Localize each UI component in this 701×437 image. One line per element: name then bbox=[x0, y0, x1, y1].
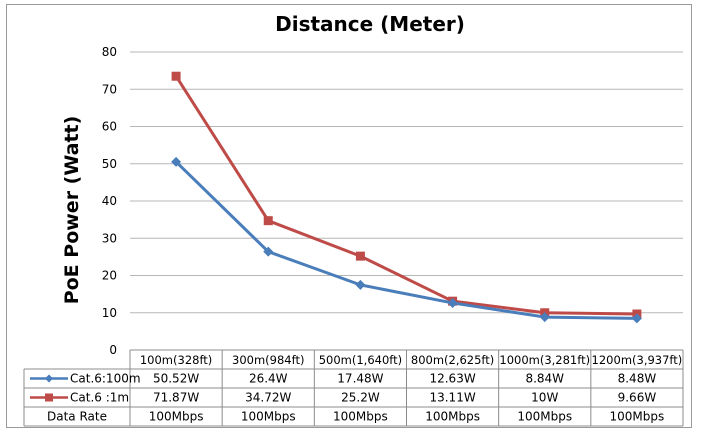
chart-frame bbox=[6, 4, 692, 428]
table-cell-value: 100Mbps bbox=[610, 410, 665, 424]
data-point bbox=[355, 279, 366, 290]
y-axis-label: PoE Power (Watt) bbox=[61, 116, 83, 305]
y-tick-label: 60 bbox=[102, 120, 117, 134]
table-cell-value: 25.2W bbox=[341, 391, 380, 405]
table-cell-value: 13.11W bbox=[429, 391, 475, 405]
table-cell-value: 34.72W bbox=[245, 391, 291, 405]
table-cell-value: 100Mbps bbox=[425, 410, 480, 424]
legend-series-name: Cat.6 :1m bbox=[70, 391, 129, 405]
table-cell-value: 8.48W bbox=[618, 372, 657, 386]
chart-title: Distance (Meter) bbox=[275, 12, 465, 36]
data-point bbox=[447, 297, 458, 308]
table-cell-value: 50.52W bbox=[153, 372, 199, 386]
x-category-label: 300m(984ft) bbox=[232, 353, 304, 367]
y-tick-label: 10 bbox=[102, 306, 117, 320]
table-cell-value: 100Mbps bbox=[149, 410, 204, 424]
table-cell-value: 9.66W bbox=[618, 391, 657, 405]
x-category-label: 800m(2,625ft) bbox=[411, 353, 494, 367]
table-cell-value: 10W bbox=[531, 391, 558, 405]
y-tick-label: 0 bbox=[109, 343, 117, 357]
data-point bbox=[263, 216, 273, 226]
x-category-label: 100m(328ft) bbox=[140, 353, 212, 367]
y-tick-labels: 0 10 20 30 40 50 60 70 80 bbox=[102, 45, 117, 357]
data-point bbox=[171, 71, 181, 81]
y-tick-label: 30 bbox=[102, 231, 117, 245]
data-point bbox=[171, 156, 182, 167]
legend-key-marker bbox=[45, 393, 53, 402]
table-row-name: Data Rate bbox=[47, 410, 107, 424]
legend-key-marker bbox=[45, 374, 53, 383]
data-table: 100m(328ft) 300m(984ft) 500m(1,640ft) 800m(… bbox=[23, 349, 684, 427]
x-category-label: 1200m(3,937ft) bbox=[592, 353, 683, 367]
legend-series-name: Cat.6:100m bbox=[70, 372, 141, 386]
x-category-label: 500m(1,640ft) bbox=[319, 353, 402, 367]
y-tick-label: 70 bbox=[102, 82, 117, 96]
y-tick-label: 40 bbox=[102, 194, 117, 208]
data-point bbox=[539, 312, 550, 323]
table-cell-value: 12.63W bbox=[429, 372, 475, 386]
table-cell-value: 71.87W bbox=[153, 391, 199, 405]
series-line bbox=[175, 160, 637, 320]
table-cell-value: 100Mbps bbox=[517, 410, 572, 424]
table-cell-value: 26.4W bbox=[249, 372, 288, 386]
y-tick-label: 80 bbox=[102, 45, 117, 59]
x-category-label: 1000m(3,281ft) bbox=[499, 353, 590, 367]
series-lines bbox=[171, 71, 642, 324]
table-cell-value: 8.84W bbox=[525, 372, 564, 386]
data-point bbox=[631, 313, 642, 324]
y-tick-label: 20 bbox=[102, 269, 117, 283]
data-point bbox=[263, 246, 274, 257]
y-tick-label: 50 bbox=[102, 157, 117, 171]
series-line bbox=[174, 75, 637, 316]
table-cell-value: 17.48W bbox=[337, 372, 383, 386]
gridlines bbox=[130, 51, 683, 314]
table-cell-value: 100Mbps bbox=[241, 410, 296, 424]
data-point bbox=[355, 251, 365, 261]
table-cell-value: 100Mbps bbox=[333, 410, 388, 424]
